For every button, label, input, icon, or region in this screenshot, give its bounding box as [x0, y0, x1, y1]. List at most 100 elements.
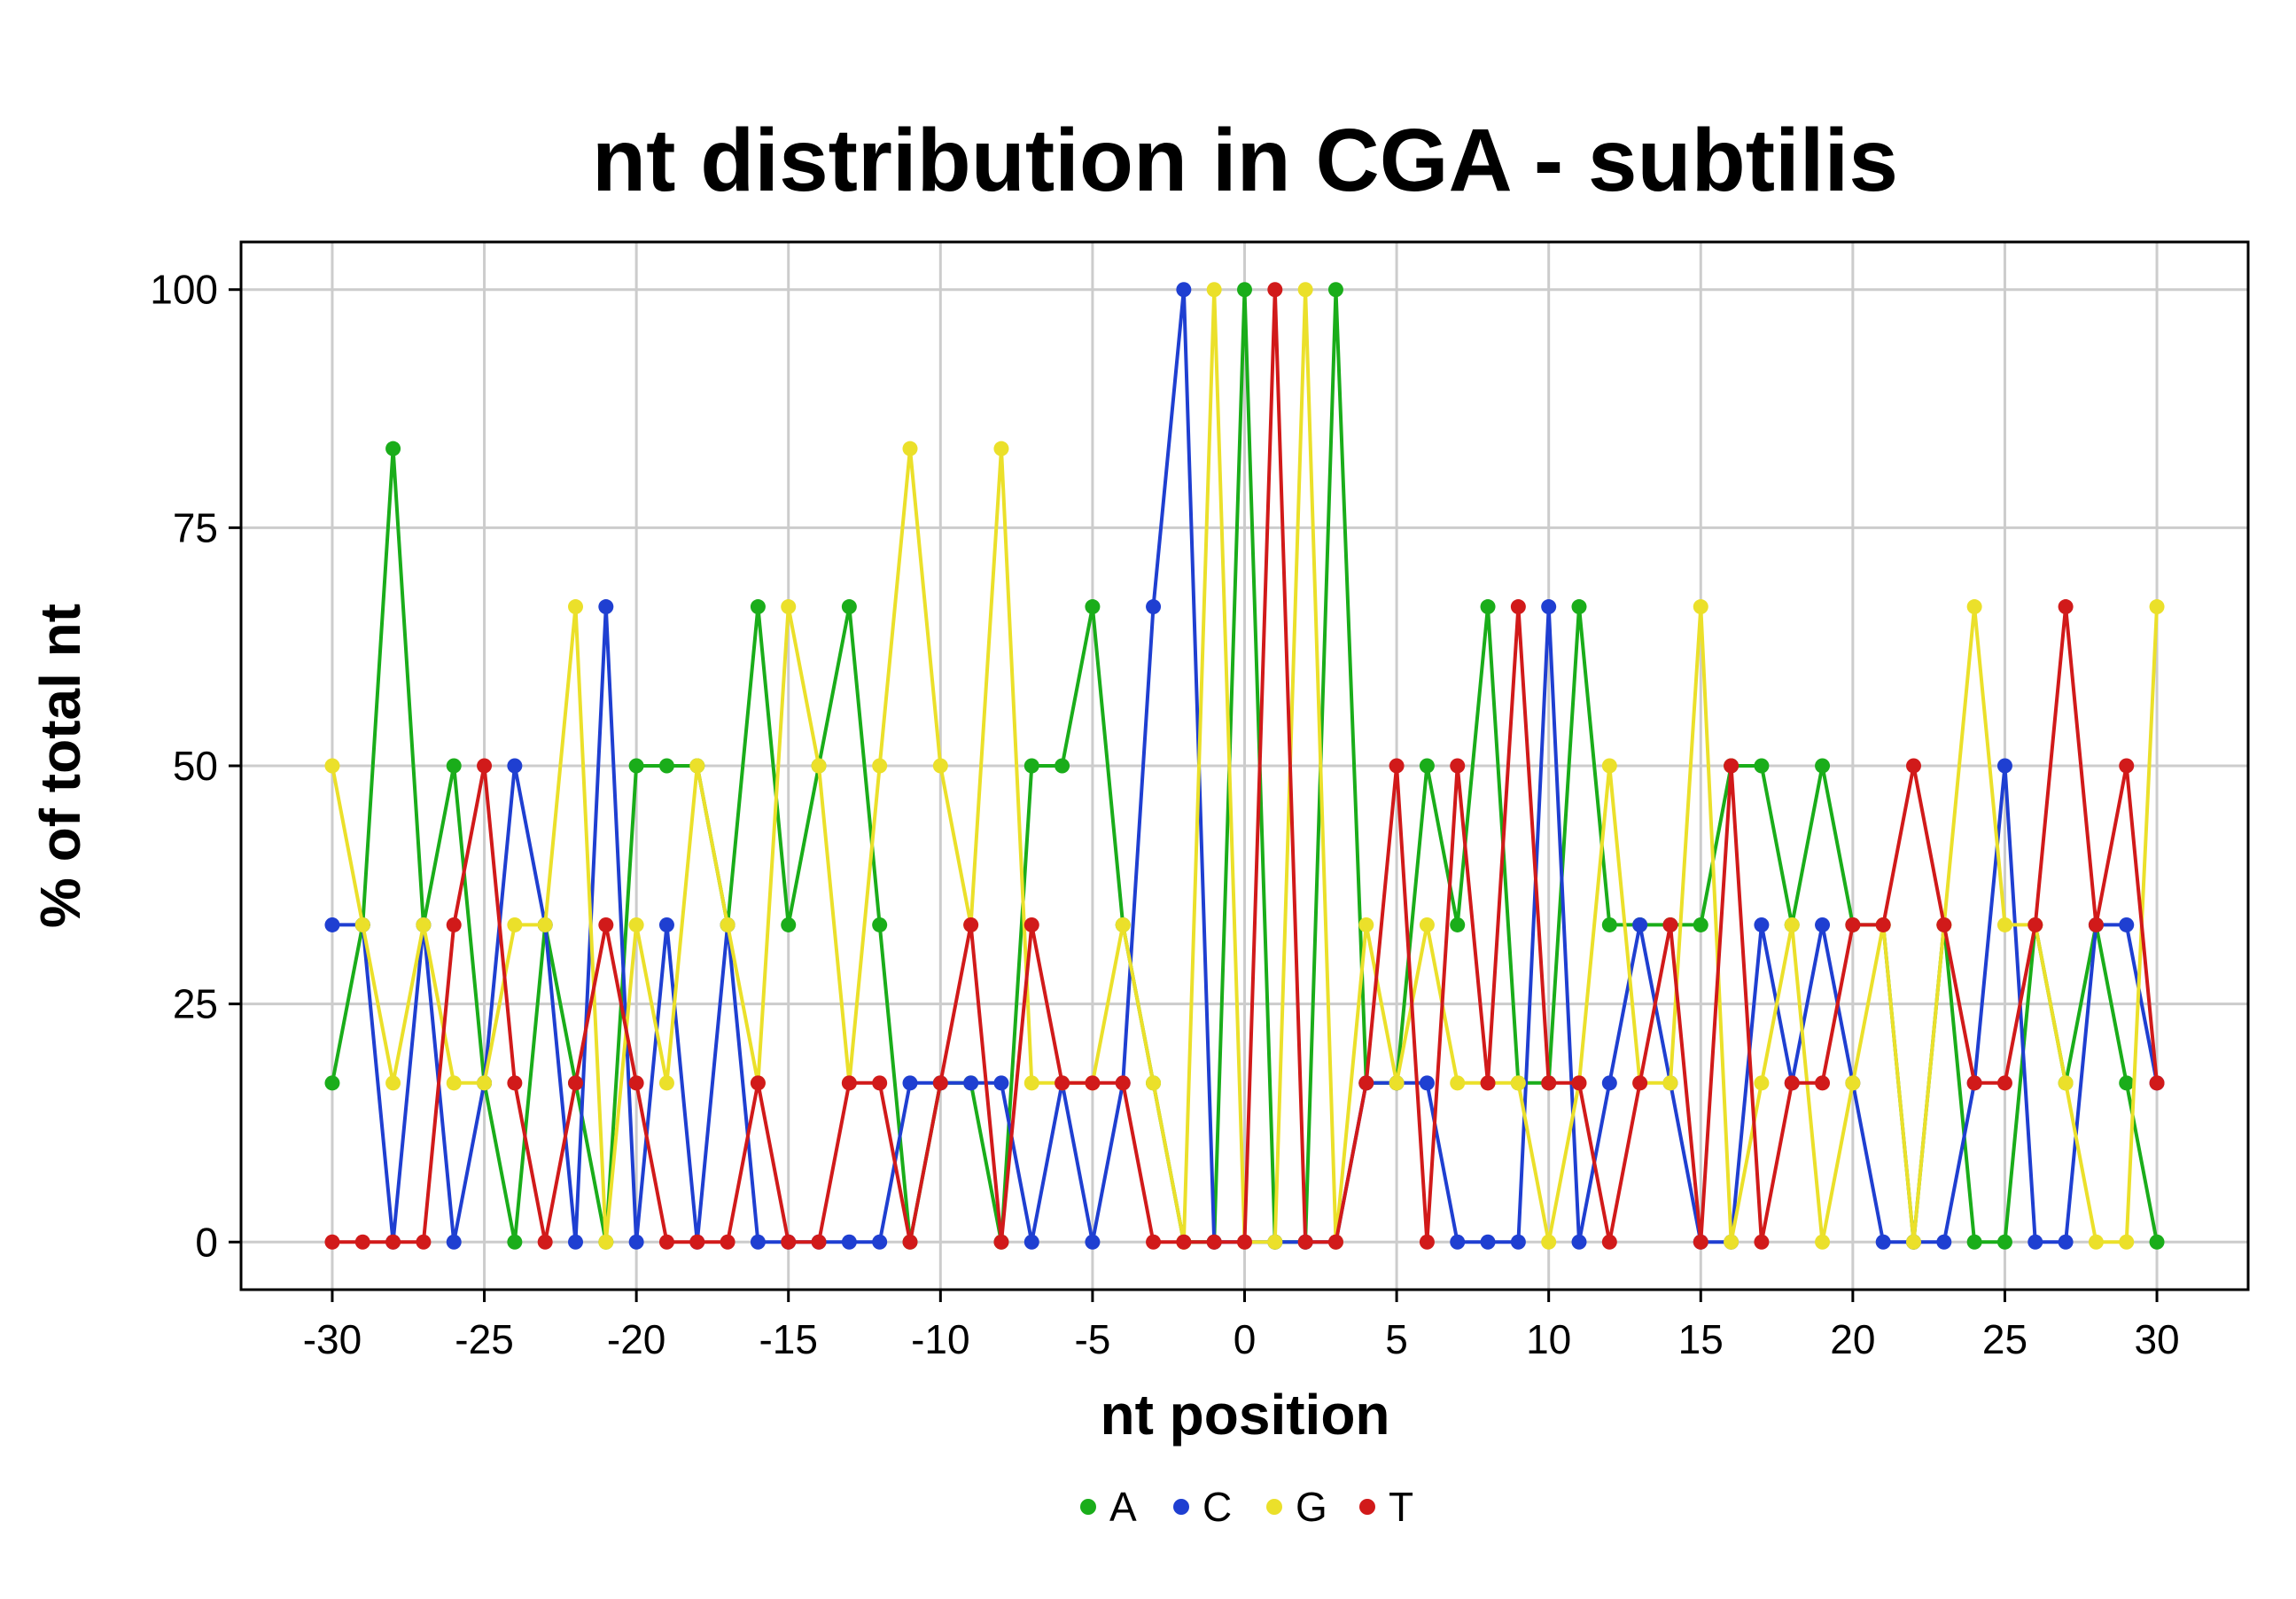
data-point-A	[1571, 599, 1587, 615]
data-point-G	[1510, 1075, 1526, 1091]
series-T	[324, 282, 2165, 1250]
data-point-A	[1754, 758, 1770, 774]
data-point-T	[750, 1075, 766, 1091]
data-point-T	[1996, 1075, 2012, 1091]
data-point-T	[2058, 599, 2074, 615]
y-tick-label: 50	[173, 743, 218, 789]
data-point-G	[1419, 916, 1435, 932]
data-point-T	[1023, 916, 1039, 932]
data-point-C	[1510, 1234, 1526, 1250]
data-point-G	[1297, 282, 1313, 298]
data-point-C	[1419, 1075, 1435, 1091]
data-point-G	[1601, 758, 1617, 774]
data-point-T	[872, 1075, 888, 1091]
data-point-G	[993, 441, 1009, 456]
data-point-G	[1906, 1234, 1921, 1250]
x-axis-ticks: -30 -25 -20 -15 -10 -5 0 5 10 15 20 25 30	[303, 1290, 2180, 1362]
data-point-T	[628, 1075, 644, 1091]
data-point-G	[781, 599, 797, 615]
data-point-G	[1815, 1234, 1831, 1250]
data-point-G	[2119, 1234, 2135, 1250]
data-point-C	[1085, 1234, 1101, 1250]
data-point-T	[1327, 1234, 1343, 1250]
data-point-G	[1784, 916, 1800, 932]
legend-label-A: A	[1109, 1484, 1137, 1530]
data-point-G	[689, 758, 705, 774]
data-point-T	[1237, 1234, 1252, 1250]
data-point-T	[2119, 758, 2135, 774]
data-point-T	[1784, 1075, 1800, 1091]
data-point-C	[1023, 1234, 1039, 1250]
data-point-G	[324, 758, 340, 774]
data-point-C	[902, 1075, 918, 1091]
x-tick-label: 30	[2134, 1316, 2179, 1362]
data-point-A	[781, 916, 797, 932]
x-tick-label: -30	[303, 1316, 362, 1362]
data-point-C	[1632, 916, 1648, 932]
data-point-T	[1267, 282, 1283, 298]
data-point-G	[628, 916, 644, 932]
data-point-G	[416, 916, 432, 932]
data-point-T	[1815, 1075, 1831, 1091]
data-point-C	[1541, 599, 1557, 615]
data-point-C	[324, 916, 340, 932]
x-tick-label: -25	[455, 1316, 513, 1362]
data-point-T	[1936, 916, 1952, 932]
data-point-C	[963, 1075, 979, 1091]
data-point-T	[1085, 1075, 1101, 1091]
data-point-G	[1662, 1075, 1678, 1091]
data-point-G	[1206, 282, 1222, 298]
data-point-G	[1389, 1075, 1405, 1091]
data-point-A	[1480, 599, 1496, 615]
legend-marker-A	[1080, 1499, 1096, 1515]
data-point-C	[1754, 916, 1770, 932]
data-point-T	[1297, 1234, 1313, 1250]
data-point-G	[1146, 1075, 1162, 1091]
data-point-T	[1389, 758, 1405, 774]
data-point-C	[1601, 1075, 1617, 1091]
data-point-C	[2058, 1234, 2074, 1250]
data-point-T	[932, 1075, 948, 1091]
data-point-T	[841, 1075, 857, 1091]
grid-lines	[241, 242, 2248, 1290]
data-point-T	[1358, 1075, 1374, 1091]
data-point-T	[1966, 1075, 1982, 1091]
x-tick-label: -15	[759, 1316, 817, 1362]
data-point-T	[902, 1234, 918, 1250]
data-point-G	[354, 916, 370, 932]
x-tick-label: 10	[1526, 1316, 1571, 1362]
data-point-C	[1450, 1234, 1466, 1250]
data-point-T	[507, 1075, 523, 1091]
data-point-G	[1845, 1075, 1861, 1091]
legend-marker-T	[1359, 1499, 1375, 1515]
data-point-G	[720, 916, 735, 932]
data-point-T	[568, 1075, 583, 1091]
data-point-G	[1023, 1075, 1039, 1091]
data-point-A	[750, 599, 766, 615]
data-point-T	[477, 758, 493, 774]
data-point-T	[963, 916, 979, 932]
y-axis-ticks: 0 25 50 75 100	[150, 267, 241, 1265]
data-point-G	[385, 1075, 401, 1091]
y-tick-label: 25	[173, 981, 218, 1027]
data-point-T	[416, 1234, 432, 1250]
data-point-A	[1327, 282, 1343, 298]
data-point-G	[902, 441, 918, 456]
chart-title: nt distribution in CGA - subtilis	[592, 111, 1898, 210]
data-point-A	[385, 441, 401, 456]
data-point-G	[2058, 1075, 2074, 1091]
data-point-T	[1176, 1234, 1192, 1250]
data-point-A	[2119, 1075, 2135, 1091]
data-point-C	[568, 1234, 583, 1250]
data-point-C	[1176, 282, 1192, 298]
series-layer	[324, 282, 2165, 1250]
data-point-C	[628, 1234, 644, 1250]
y-tick-label: 75	[173, 504, 218, 550]
data-point-T	[598, 916, 614, 932]
data-point-C	[446, 1234, 462, 1250]
data-point-G	[1966, 599, 1982, 615]
data-point-T	[385, 1234, 401, 1250]
data-point-T	[1510, 599, 1526, 615]
data-point-G	[1358, 916, 1374, 932]
